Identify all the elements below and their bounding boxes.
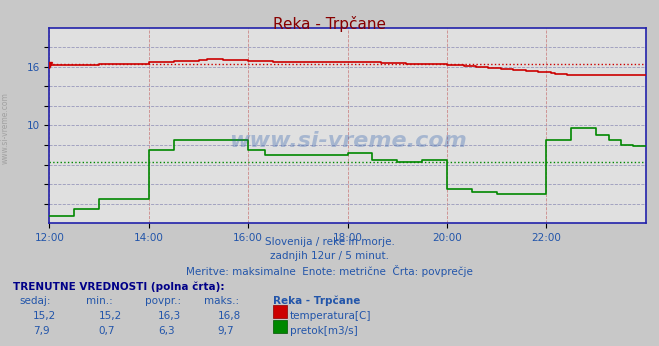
Text: povpr.:: povpr.: bbox=[145, 296, 181, 306]
Text: temperatura[C]: temperatura[C] bbox=[290, 311, 372, 321]
Text: sedaj:: sedaj: bbox=[20, 296, 51, 306]
Text: Slovenija / reke in morje.: Slovenija / reke in morje. bbox=[264, 237, 395, 247]
Text: 16,3: 16,3 bbox=[158, 311, 181, 321]
Text: pretok[m3/s]: pretok[m3/s] bbox=[290, 326, 358, 336]
Text: maks.:: maks.: bbox=[204, 296, 239, 306]
Text: 15,2: 15,2 bbox=[33, 311, 56, 321]
Text: zadnjih 12ur / 5 minut.: zadnjih 12ur / 5 minut. bbox=[270, 251, 389, 261]
Text: min.:: min.: bbox=[86, 296, 113, 306]
Text: 7,9: 7,9 bbox=[33, 326, 49, 336]
Text: 9,7: 9,7 bbox=[217, 326, 234, 336]
Text: Reka - Trpčane: Reka - Trpčane bbox=[273, 296, 361, 306]
Text: Meritve: maksimalne  Enote: metrične  Črta: povprečje: Meritve: maksimalne Enote: metrične Črta… bbox=[186, 265, 473, 277]
Text: www.si-vreme.com: www.si-vreme.com bbox=[229, 131, 467, 151]
Text: www.si-vreme.com: www.si-vreme.com bbox=[1, 92, 10, 164]
Text: 6,3: 6,3 bbox=[158, 326, 175, 336]
Text: 16,8: 16,8 bbox=[217, 311, 241, 321]
Text: TRENUTNE VREDNOSTI (polna črta):: TRENUTNE VREDNOSTI (polna črta): bbox=[13, 282, 225, 292]
Text: 15,2: 15,2 bbox=[99, 311, 122, 321]
Text: 0,7: 0,7 bbox=[99, 326, 115, 336]
Text: Reka - Trpčane: Reka - Trpčane bbox=[273, 16, 386, 31]
